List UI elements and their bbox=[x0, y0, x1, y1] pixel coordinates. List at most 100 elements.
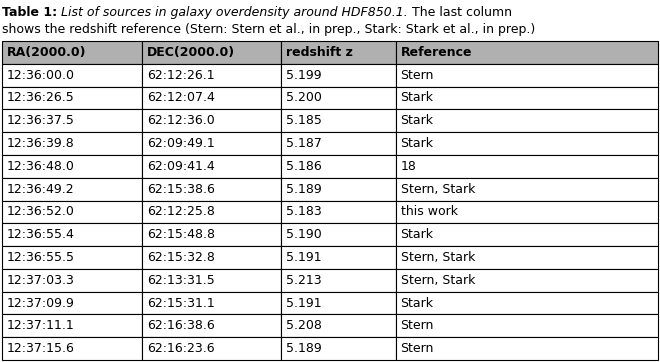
Text: 62:15:32.8: 62:15:32.8 bbox=[147, 251, 214, 264]
Text: 62:15:31.1: 62:15:31.1 bbox=[147, 296, 214, 310]
Text: 5.189: 5.189 bbox=[286, 342, 322, 355]
Bar bbox=[142, 64, 281, 87]
Text: 5.208: 5.208 bbox=[286, 319, 322, 332]
Bar bbox=[142, 337, 281, 360]
Bar bbox=[142, 315, 281, 337]
Text: 5.200: 5.200 bbox=[286, 92, 322, 105]
Bar bbox=[395, 269, 658, 292]
Text: 62:16:38.6: 62:16:38.6 bbox=[147, 319, 214, 332]
Bar bbox=[281, 269, 395, 292]
Bar bbox=[395, 315, 658, 337]
Text: Stern: Stern bbox=[401, 342, 434, 355]
Text: 12:36:00.0: 12:36:00.0 bbox=[7, 69, 75, 82]
Text: 5.186: 5.186 bbox=[286, 160, 322, 173]
Bar bbox=[281, 337, 395, 360]
Text: 12:36:49.2: 12:36:49.2 bbox=[7, 182, 75, 195]
Text: this work: this work bbox=[401, 205, 457, 218]
Bar bbox=[2, 315, 142, 337]
Text: 62:09:41.4: 62:09:41.4 bbox=[147, 160, 214, 173]
Text: Stern: Stern bbox=[401, 319, 434, 332]
Text: 18: 18 bbox=[401, 160, 416, 173]
Bar bbox=[281, 64, 395, 87]
Bar bbox=[142, 178, 281, 201]
Bar bbox=[142, 155, 281, 178]
Bar bbox=[395, 41, 658, 64]
Text: List of sources in galaxy overdensity around HDF850.1.: List of sources in galaxy overdensity ar… bbox=[57, 6, 408, 19]
Bar bbox=[281, 246, 395, 269]
Text: 5.183: 5.183 bbox=[286, 205, 322, 218]
Bar bbox=[2, 269, 142, 292]
Bar bbox=[281, 155, 395, 178]
Text: 62:13:31.5: 62:13:31.5 bbox=[147, 274, 214, 287]
Bar bbox=[281, 223, 395, 246]
Text: 5.190: 5.190 bbox=[286, 228, 322, 241]
Bar bbox=[281, 201, 395, 223]
Bar bbox=[142, 246, 281, 269]
Bar bbox=[2, 155, 142, 178]
Bar bbox=[142, 109, 281, 132]
Text: 12:36:55.4: 12:36:55.4 bbox=[7, 228, 75, 241]
Bar bbox=[2, 223, 142, 246]
Bar bbox=[2, 337, 142, 360]
Bar bbox=[2, 41, 142, 64]
Text: 62:15:48.8: 62:15:48.8 bbox=[147, 228, 214, 241]
Text: redshift z: redshift z bbox=[286, 46, 353, 59]
Bar bbox=[281, 315, 395, 337]
Bar bbox=[395, 155, 658, 178]
Bar bbox=[2, 109, 142, 132]
Bar bbox=[395, 201, 658, 223]
Text: RA(2000.0): RA(2000.0) bbox=[7, 46, 86, 59]
Text: Stern, Stark: Stern, Stark bbox=[401, 274, 475, 287]
Bar bbox=[395, 109, 658, 132]
Text: 12:37:11.1: 12:37:11.1 bbox=[7, 319, 75, 332]
Text: 62:12:36.0: 62:12:36.0 bbox=[147, 114, 214, 127]
Bar bbox=[142, 41, 281, 64]
Text: 62:12:25.8: 62:12:25.8 bbox=[147, 205, 214, 218]
Text: Stark: Stark bbox=[401, 92, 434, 105]
Text: 62:15:38.6: 62:15:38.6 bbox=[147, 182, 214, 195]
Text: 5.185: 5.185 bbox=[286, 114, 322, 127]
Text: Stern: Stern bbox=[401, 69, 434, 82]
Bar bbox=[395, 292, 658, 315]
Bar bbox=[2, 132, 142, 155]
Text: 62:12:07.4: 62:12:07.4 bbox=[147, 92, 214, 105]
Bar bbox=[2, 64, 142, 87]
Bar bbox=[281, 292, 395, 315]
Bar bbox=[281, 87, 395, 109]
Text: Stern, Stark: Stern, Stark bbox=[401, 251, 475, 264]
Text: 12:37:09.9: 12:37:09.9 bbox=[7, 296, 75, 310]
Text: 5.191: 5.191 bbox=[286, 251, 322, 264]
Bar bbox=[2, 87, 142, 109]
Text: Stark: Stark bbox=[401, 228, 434, 241]
Bar bbox=[395, 337, 658, 360]
Bar bbox=[142, 201, 281, 223]
Text: 12:36:26.5: 12:36:26.5 bbox=[7, 92, 75, 105]
Bar bbox=[2, 292, 142, 315]
Text: 62:12:26.1: 62:12:26.1 bbox=[147, 69, 214, 82]
Text: The last column: The last column bbox=[408, 6, 512, 19]
Bar bbox=[142, 87, 281, 109]
Text: 12:36:48.0: 12:36:48.0 bbox=[7, 160, 75, 173]
Bar bbox=[2, 178, 142, 201]
Text: shows the redshift reference (Stern: Stern et al., in prep., Stark: Stark et al.: shows the redshift reference (Stern: Ste… bbox=[2, 23, 535, 36]
Bar bbox=[395, 246, 658, 269]
Text: 5.199: 5.199 bbox=[286, 69, 322, 82]
Text: 5.191: 5.191 bbox=[286, 296, 322, 310]
Text: DEC(2000.0): DEC(2000.0) bbox=[147, 46, 235, 59]
Text: 62:09:49.1: 62:09:49.1 bbox=[147, 137, 214, 150]
Bar bbox=[395, 87, 658, 109]
Bar bbox=[142, 269, 281, 292]
Text: 12:36:52.0: 12:36:52.0 bbox=[7, 205, 75, 218]
Text: 12:36:39.8: 12:36:39.8 bbox=[7, 137, 75, 150]
Text: 5.213: 5.213 bbox=[286, 274, 322, 287]
Bar bbox=[2, 201, 142, 223]
Text: 12:37:03.3: 12:37:03.3 bbox=[7, 274, 75, 287]
Bar bbox=[281, 109, 395, 132]
Bar bbox=[395, 64, 658, 87]
Text: 62:16:23.6: 62:16:23.6 bbox=[147, 342, 214, 355]
Text: 5.189: 5.189 bbox=[286, 182, 322, 195]
Bar bbox=[281, 132, 395, 155]
Text: Reference: Reference bbox=[401, 46, 472, 59]
Bar bbox=[142, 132, 281, 155]
Bar bbox=[281, 178, 395, 201]
